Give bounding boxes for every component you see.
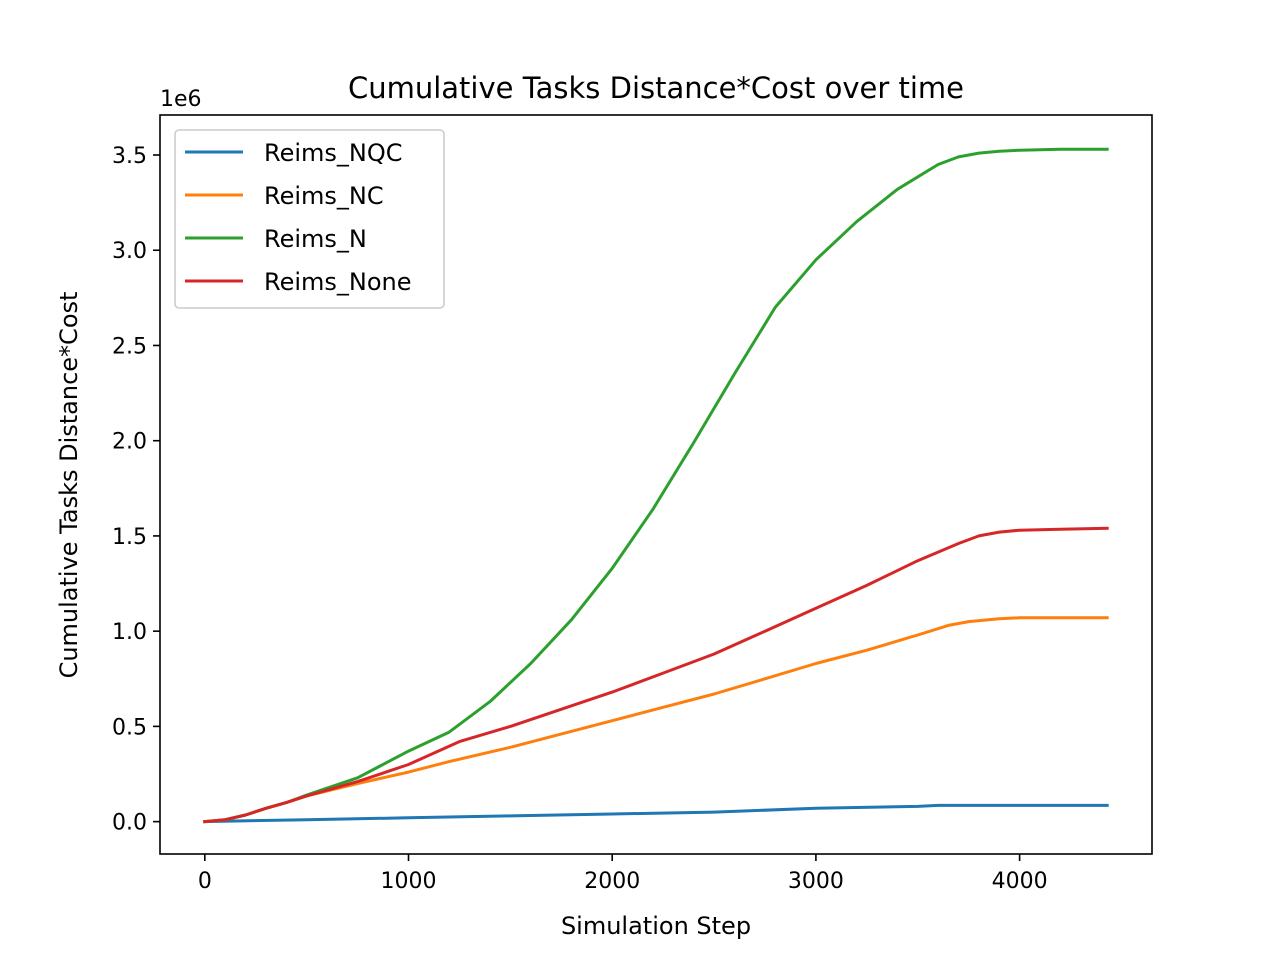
y-tick-label: 2.0: [112, 430, 147, 455]
plot-lines: [203, 147, 1109, 824]
y-tick-label: 3.0: [112, 239, 147, 264]
series-line-reims-nqc: [203, 803, 1109, 824]
x-tick-label: 4000: [992, 869, 1048, 894]
y-tick-label: 3.5: [112, 144, 147, 169]
chart-title: Cumulative Tasks Distance*Cost over time: [348, 71, 964, 105]
y-axis-ticks: 0.0 0.5 1.0 1.5 2.0 2.5 3.0 3.5: [112, 144, 160, 836]
x-axis-ticks: 0 1000 2000 3000 4000: [198, 854, 1048, 894]
y-tick-label: 1.0: [112, 620, 147, 645]
y-axis-label: Cumulative Tasks Distance*Cost: [55, 292, 83, 679]
legend-label-reims-nc: Reims_NC: [264, 182, 384, 210]
legend-label-reims-n: Reims_N: [264, 225, 367, 253]
x-axis-label: Simulation Step: [561, 912, 751, 940]
y-tick-label: 0.0: [112, 811, 147, 836]
legend-box: [174, 129, 445, 309]
x-tick-label: 2000: [584, 869, 640, 894]
y-tick-label: 2.5: [112, 334, 147, 359]
legend-label-reims-none: Reims_None: [264, 268, 412, 296]
plot-area-frame: [159, 114, 1153, 855]
x-tick-label: 0: [198, 869, 212, 894]
x-tick-label: 1000: [381, 869, 437, 894]
y-tick-label: 0.5: [112, 715, 147, 740]
series-line-reims-none: [203, 526, 1109, 824]
legend: Reims_NQC Reims_NC Reims_N Reims_None: [174, 129, 445, 309]
legend-label-reims-nqc: Reims_NQC: [264, 139, 403, 167]
y-tick-label: 1.5: [112, 525, 147, 550]
y-axis-offset-label: 1e6: [160, 87, 202, 112]
x-tick-label: 3000: [788, 869, 844, 894]
